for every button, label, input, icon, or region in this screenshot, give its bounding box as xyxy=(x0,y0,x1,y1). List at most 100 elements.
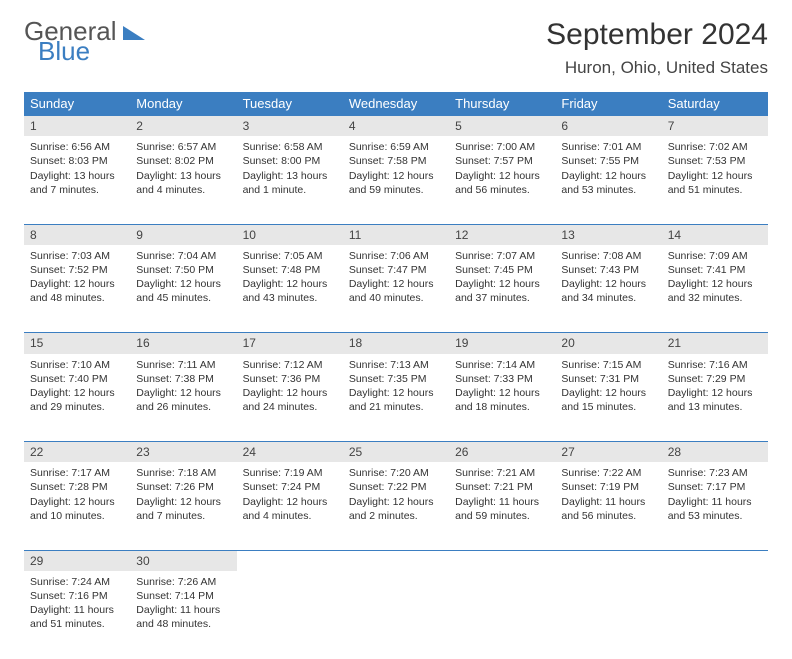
daylight-line: Daylight: 12 hours and 32 minutes. xyxy=(668,277,762,305)
day-number-cell xyxy=(237,550,343,571)
day-data-cell xyxy=(555,571,661,659)
daynum-row: 22232425262728 xyxy=(24,442,768,463)
daynum-row: 891011121314 xyxy=(24,224,768,245)
sunset-line: Sunset: 7:43 PM xyxy=(561,263,655,277)
day-number-cell: 16 xyxy=(130,333,236,354)
day-data-cell: Sunrise: 7:07 AMSunset: 7:45 PMDaylight:… xyxy=(449,245,555,333)
daylight-line: Daylight: 13 hours and 1 minute. xyxy=(243,169,337,197)
day-number-cell: 6 xyxy=(555,116,661,137)
sunrise-line: Sunrise: 7:14 AM xyxy=(455,358,549,372)
daylight-line: Daylight: 12 hours and 29 minutes. xyxy=(30,386,124,414)
sunrise-line: Sunrise: 6:58 AM xyxy=(243,140,337,154)
sunset-line: Sunset: 7:21 PM xyxy=(455,480,549,494)
title-block: September 2024 Huron, Ohio, United State… xyxy=(546,18,768,78)
day-number-cell: 9 xyxy=(130,224,236,245)
day-number-cell: 10 xyxy=(237,224,343,245)
day-data-cell: Sunrise: 7:04 AMSunset: 7:50 PMDaylight:… xyxy=(130,245,236,333)
sunset-line: Sunset: 7:17 PM xyxy=(668,480,762,494)
sunset-line: Sunset: 7:16 PM xyxy=(30,589,124,603)
brand-logo: General Blue xyxy=(24,18,145,64)
day-data-cell: Sunrise: 7:08 AMSunset: 7:43 PMDaylight:… xyxy=(555,245,661,333)
day-data-cell: Sunrise: 7:26 AMSunset: 7:14 PMDaylight:… xyxy=(130,571,236,659)
sunset-line: Sunset: 7:14 PM xyxy=(136,589,230,603)
daylight-line: Daylight: 12 hours and 7 minutes. xyxy=(136,495,230,523)
sunrise-line: Sunrise: 6:57 AM xyxy=(136,140,230,154)
sunrise-line: Sunrise: 7:12 AM xyxy=(243,358,337,372)
daylight-line: Daylight: 13 hours and 7 minutes. xyxy=(30,169,124,197)
daylight-line: Daylight: 12 hours and 4 minutes. xyxy=(243,495,337,523)
daynum-row: 15161718192021 xyxy=(24,333,768,354)
daylight-line: Daylight: 12 hours and 10 minutes. xyxy=(30,495,124,523)
daylight-line: Daylight: 12 hours and 51 minutes. xyxy=(668,169,762,197)
day-number-cell: 15 xyxy=(24,333,130,354)
data-row: Sunrise: 7:03 AMSunset: 7:52 PMDaylight:… xyxy=(24,245,768,333)
day-number-cell: 20 xyxy=(555,333,661,354)
sunset-line: Sunset: 7:33 PM xyxy=(455,372,549,386)
day-data-cell: Sunrise: 7:09 AMSunset: 7:41 PMDaylight:… xyxy=(662,245,768,333)
daylight-line: Daylight: 12 hours and 15 minutes. xyxy=(561,386,655,414)
daylight-line: Daylight: 12 hours and 2 minutes. xyxy=(349,495,443,523)
daylight-line: Daylight: 13 hours and 4 minutes. xyxy=(136,169,230,197)
day-number-cell xyxy=(555,550,661,571)
day-number-cell xyxy=(449,550,555,571)
sunrise-line: Sunrise: 7:18 AM xyxy=(136,466,230,480)
day-data-cell xyxy=(237,571,343,659)
daylight-line: Daylight: 12 hours and 56 minutes. xyxy=(455,169,549,197)
daylight-line: Daylight: 11 hours and 56 minutes. xyxy=(561,495,655,523)
sunset-line: Sunset: 7:28 PM xyxy=(30,480,124,494)
weekday-header: Friday xyxy=(555,92,661,116)
day-number-cell: 29 xyxy=(24,550,130,571)
day-number-cell: 7 xyxy=(662,116,768,137)
day-data-cell: Sunrise: 6:58 AMSunset: 8:00 PMDaylight:… xyxy=(237,136,343,224)
day-data-cell: Sunrise: 7:21 AMSunset: 7:21 PMDaylight:… xyxy=(449,462,555,550)
daylight-line: Daylight: 12 hours and 43 minutes. xyxy=(243,277,337,305)
sunrise-line: Sunrise: 7:06 AM xyxy=(349,249,443,263)
day-number-cell: 23 xyxy=(130,442,236,463)
weekday-header: Saturday xyxy=(662,92,768,116)
day-data-cell: Sunrise: 7:13 AMSunset: 7:35 PMDaylight:… xyxy=(343,354,449,442)
daynum-row: 2930 xyxy=(24,550,768,571)
day-data-cell: Sunrise: 7:14 AMSunset: 7:33 PMDaylight:… xyxy=(449,354,555,442)
sunrise-line: Sunrise: 7:26 AM xyxy=(136,575,230,589)
sunset-line: Sunset: 7:52 PM xyxy=(30,263,124,277)
day-data-cell: Sunrise: 7:01 AMSunset: 7:55 PMDaylight:… xyxy=(555,136,661,224)
data-row: Sunrise: 7:10 AMSunset: 7:40 PMDaylight:… xyxy=(24,354,768,442)
sunrise-line: Sunrise: 7:05 AM xyxy=(243,249,337,263)
daylight-line: Daylight: 11 hours and 59 minutes. xyxy=(455,495,549,523)
day-number-cell: 17 xyxy=(237,333,343,354)
day-data-cell: Sunrise: 7:15 AMSunset: 7:31 PMDaylight:… xyxy=(555,354,661,442)
data-row: Sunrise: 7:24 AMSunset: 7:16 PMDaylight:… xyxy=(24,571,768,659)
day-number-cell: 21 xyxy=(662,333,768,354)
day-data-cell: Sunrise: 7:03 AMSunset: 7:52 PMDaylight:… xyxy=(24,245,130,333)
day-data-cell xyxy=(343,571,449,659)
weekday-header: Monday xyxy=(130,92,236,116)
day-number-cell: 8 xyxy=(24,224,130,245)
day-number-cell: 27 xyxy=(555,442,661,463)
day-number-cell: 11 xyxy=(343,224,449,245)
day-data-cell xyxy=(449,571,555,659)
day-data-cell: Sunrise: 7:19 AMSunset: 7:24 PMDaylight:… xyxy=(237,462,343,550)
header: General Blue September 2024 Huron, Ohio,… xyxy=(24,18,768,78)
weekday-header-row: SundayMondayTuesdayWednesdayThursdayFrid… xyxy=(24,92,768,116)
sunset-line: Sunset: 8:02 PM xyxy=(136,154,230,168)
sunset-line: Sunset: 7:45 PM xyxy=(455,263,549,277)
sunrise-line: Sunrise: 7:04 AM xyxy=(136,249,230,263)
brand-word-2: Blue xyxy=(38,38,145,64)
day-data-cell: Sunrise: 7:00 AMSunset: 7:57 PMDaylight:… xyxy=(449,136,555,224)
sunset-line: Sunset: 7:26 PM xyxy=(136,480,230,494)
sunrise-line: Sunrise: 7:10 AM xyxy=(30,358,124,372)
day-number-cell: 28 xyxy=(662,442,768,463)
day-data-cell: Sunrise: 7:24 AMSunset: 7:16 PMDaylight:… xyxy=(24,571,130,659)
day-data-cell: Sunrise: 7:11 AMSunset: 7:38 PMDaylight:… xyxy=(130,354,236,442)
sunrise-line: Sunrise: 7:22 AM xyxy=(561,466,655,480)
sunset-line: Sunset: 7:38 PM xyxy=(136,372,230,386)
day-data-cell: Sunrise: 7:05 AMSunset: 7:48 PMDaylight:… xyxy=(237,245,343,333)
sunrise-line: Sunrise: 7:07 AM xyxy=(455,249,549,263)
sunrise-line: Sunrise: 6:56 AM xyxy=(30,140,124,154)
sunrise-line: Sunrise: 7:21 AM xyxy=(455,466,549,480)
sunset-line: Sunset: 8:00 PM xyxy=(243,154,337,168)
sunrise-line: Sunrise: 7:09 AM xyxy=(668,249,762,263)
day-number-cell: 2 xyxy=(130,116,236,137)
sunrise-line: Sunrise: 7:23 AM xyxy=(668,466,762,480)
sunrise-line: Sunrise: 7:13 AM xyxy=(349,358,443,372)
